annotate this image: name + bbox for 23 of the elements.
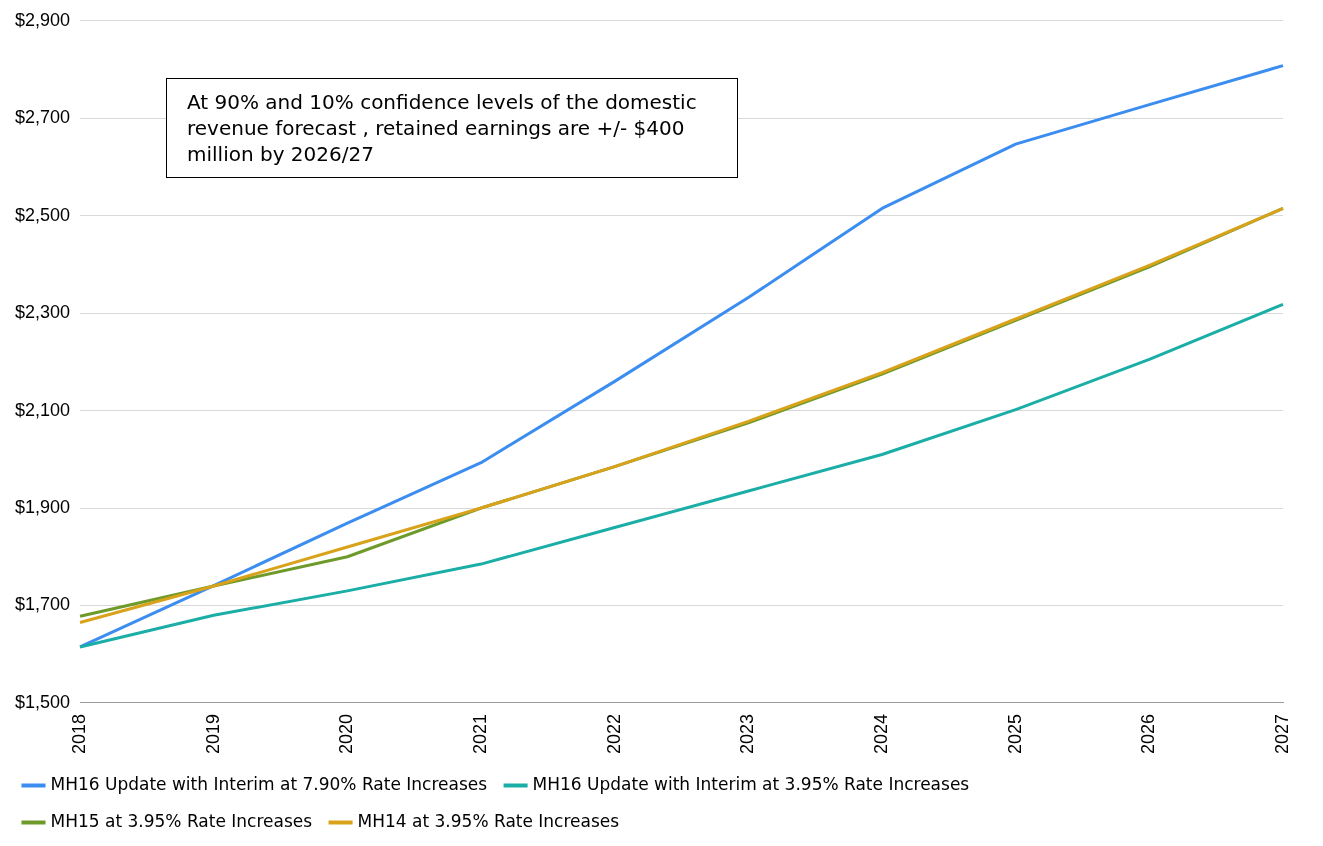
y-tick-label: $2,300	[14, 302, 71, 323]
y-tick-label: $1,900	[14, 497, 71, 518]
x-tick-label: 2025	[1004, 713, 1025, 754]
x-tick-label: 2022	[603, 713, 624, 754]
x-tick-label: 2021	[470, 713, 491, 754]
x-tick-label: 2027	[1271, 713, 1292, 754]
x-tick-label: 2024	[870, 713, 891, 754]
y-tick-label: $1,500	[14, 691, 71, 712]
x-tick-label: 2019	[202, 713, 223, 754]
annotation: At 90% and 10% confidence levels of the domestic revenue forecast , retained earnings are +/- $400 million by 2026/27	[166, 78, 738, 178]
x-tick-label: 2020	[336, 713, 357, 754]
y-tick-label: $2,500	[14, 204, 71, 225]
x-tick-label: 2026	[1138, 713, 1159, 754]
legend-label: MH15 at 3.95% Rate Increases	[50, 810, 313, 831]
x-tick-label: 2023	[737, 713, 758, 754]
legend-label: MH16 Update with Interim at 7.90% Rate Increases	[50, 773, 488, 794]
legend-label: MH14 at 3.95% Rate Increases	[357, 810, 620, 831]
y-tick-label: $2,100	[14, 399, 71, 420]
y-tick-label: $1,700	[14, 594, 71, 615]
y-tick-label: $2,700	[14, 107, 71, 128]
legend-label: MH16 Update with Interim at 3.95% Rate Increases	[532, 773, 970, 794]
y-tick-label: $2,900	[14, 9, 71, 30]
x-tick-label: 2018	[69, 713, 90, 754]
